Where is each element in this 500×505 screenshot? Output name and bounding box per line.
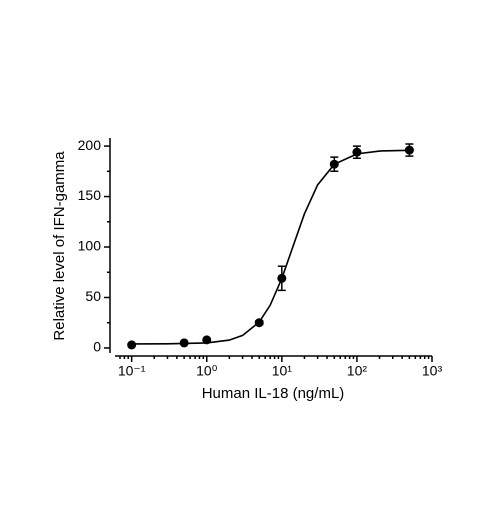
data-point [202,335,212,345]
data-point [277,273,287,283]
data-point [179,338,189,348]
x-tick-label: 10¹ [272,363,293,379]
data-point [352,147,362,157]
data-point [329,159,339,169]
y-axis-label: Relative level of IFN-gamma [51,151,68,341]
y-tick-label: 200 [78,137,102,153]
x-tick-label: 10⁰ [196,363,218,379]
x-axis-label: Human IL-18 (ng/mL) [202,385,345,402]
fit-curve [131,149,410,345]
data-point [254,318,264,328]
y-tick-label: 150 [78,187,102,203]
x-tick-label: 10⁻¹ [118,363,146,379]
data-point [404,145,414,155]
x-tick-label: 10² [347,363,368,379]
y-tick-label: 0 [93,339,101,355]
data-point [127,340,137,350]
x-tick-label: 10³ [422,363,443,379]
y-tick-label: 50 [85,288,101,304]
y-tick-label: 100 [78,238,102,254]
